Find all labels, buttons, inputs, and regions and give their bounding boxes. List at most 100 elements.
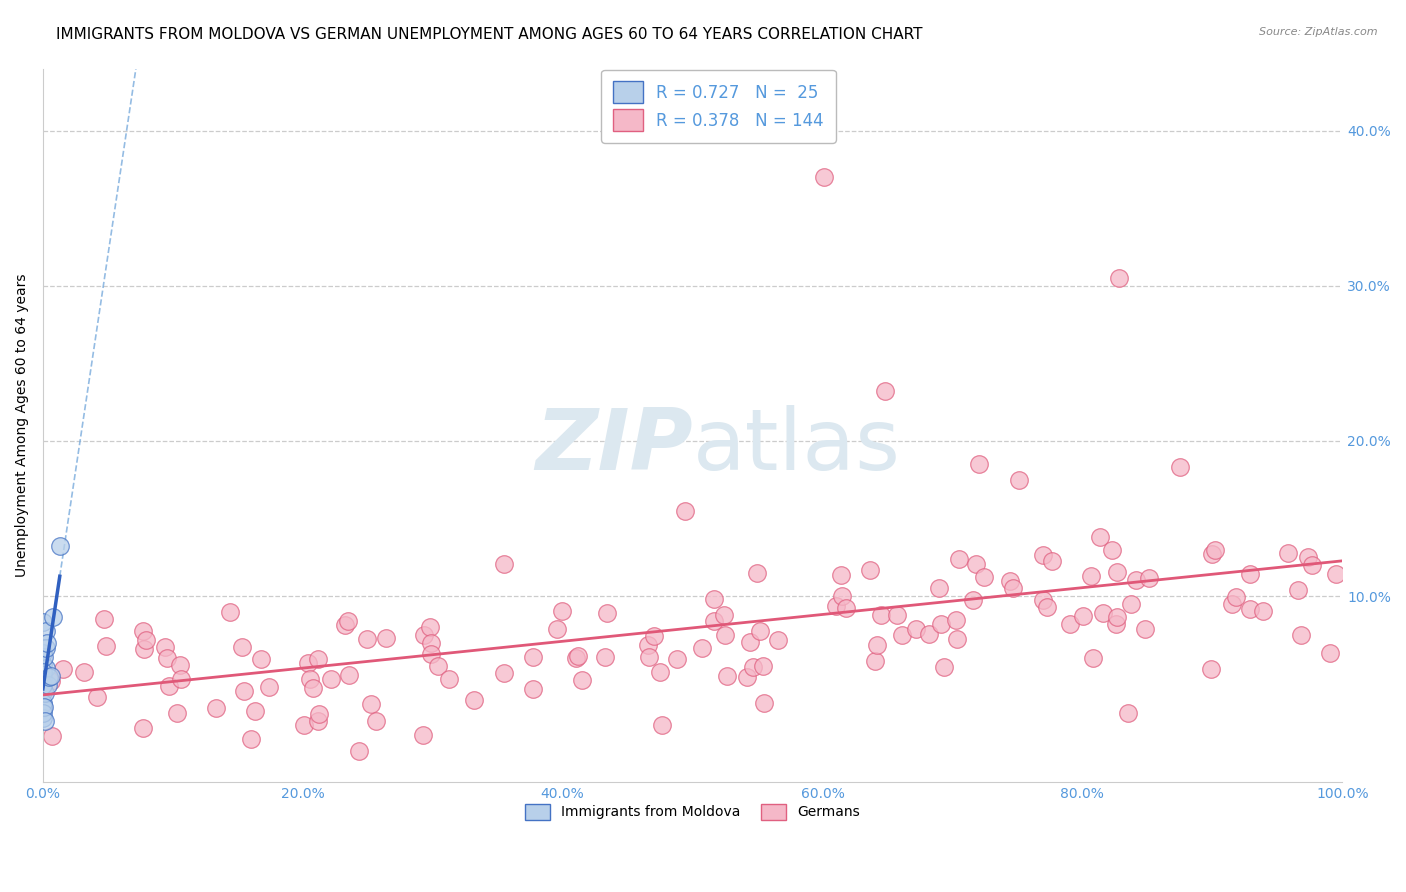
Point [308,706,330,721]
Point [1101,543,1123,558]
Point [1277,546,1299,560]
Point [865,638,887,652]
Point [38,669,60,683]
Point [766,632,789,647]
Point [437,673,460,687]
Point [170,673,193,687]
Point [1301,558,1323,573]
Point [714,627,737,641]
Point [132,624,155,638]
Point [1286,583,1309,598]
Text: ZIP: ZIP [534,405,693,488]
Point [831,589,853,603]
Point [86,690,108,705]
Point [1107,610,1129,624]
Point [32,657,55,671]
Point [1199,662,1222,676]
Point [169,657,191,672]
Point [356,632,378,646]
Point [716,668,738,682]
Point [749,624,772,638]
Point [32,665,55,680]
Legend: Immigrants from Moldova, Germans: Immigrants from Moldova, Germans [519,798,866,825]
Point [546,622,568,636]
Point [32,646,55,660]
Point [375,631,398,645]
Point [973,570,995,584]
Point [132,641,155,656]
Point [492,557,515,571]
Point [690,641,713,656]
Point [1251,603,1274,617]
Point [745,566,768,580]
Point [426,659,449,673]
Point [73,665,96,679]
Point [918,627,941,641]
Point [648,665,671,679]
Point [32,706,55,720]
Point [32,678,55,692]
Text: IMMIGRANTS FROM MOLDOVA VS GERMAN UNEMPLOYMENT AMONG AGES 60 TO 64 YEARS CORRELA: IMMIGRANTS FROM MOLDOVA VS GERMAN UNEMPL… [56,27,922,42]
Point [813,170,835,185]
Point [307,652,329,666]
Point [219,605,242,619]
Point [1088,531,1111,545]
Point [32,671,55,685]
Point [1201,547,1223,561]
Point [41,729,63,743]
Point [1125,574,1147,588]
Point [32,615,55,630]
Point [35,641,58,656]
Point [859,563,882,577]
Point [752,658,775,673]
Point [41,674,63,689]
Point [1119,597,1142,611]
Point [835,601,858,615]
Point [34,714,56,728]
Point [1239,567,1261,582]
Point [155,651,177,665]
Point [564,651,586,665]
Point [298,672,321,686]
Text: atlas: atlas [693,405,901,488]
Point [307,714,329,728]
Point [42,610,65,624]
Point [1000,574,1022,588]
Point [166,706,188,721]
Point [239,732,262,747]
Point [886,607,908,622]
Point [39,669,62,683]
Point [890,628,912,642]
Point [32,701,55,715]
Point [1092,606,1115,620]
Point [243,704,266,718]
Point [1137,571,1160,585]
Point [967,457,990,471]
Y-axis label: Unemployment Among Ages 60 to 64 years: Unemployment Among Ages 60 to 64 years [15,274,30,577]
Point [96,639,118,653]
Point [637,650,659,665]
Point [32,710,55,724]
Point [153,640,176,655]
Text: Source: ZipAtlas.com: Source: ZipAtlas.com [1260,27,1378,37]
Point [32,650,55,665]
Point [419,620,441,634]
Point [1222,597,1244,611]
Point [337,615,360,629]
Point [34,686,56,700]
Point [522,681,544,696]
Point [1133,622,1156,636]
Point [1104,617,1126,632]
Point [232,684,254,698]
Point [740,634,762,648]
Point [1225,591,1247,605]
Point [1116,706,1139,720]
Point [52,662,75,676]
Point [1298,549,1320,564]
Point [205,701,228,715]
Point [551,604,574,618]
Point [1035,599,1057,614]
Point [1008,473,1031,487]
Point [1032,592,1054,607]
Point [337,667,360,681]
